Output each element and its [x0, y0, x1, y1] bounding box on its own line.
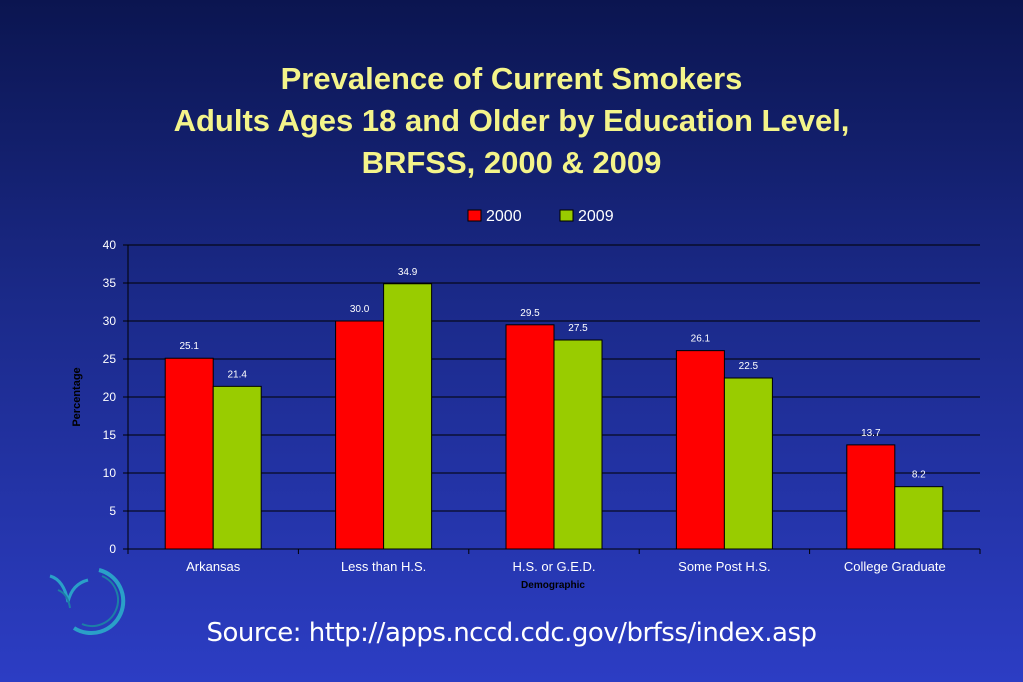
- data-label: 26.1: [691, 334, 711, 345]
- legend-swatch-2000: [467, 209, 482, 222]
- bar-2009-3: [723, 377, 773, 550]
- legend: 2000 2009: [467, 208, 614, 225]
- y-tick-label: 0: [109, 542, 116, 556]
- x-tick-label: Some Post H.S.: [678, 559, 770, 574]
- data-label: 29.5: [520, 308, 540, 319]
- bar-2000-0: [164, 357, 214, 550]
- bar-chart: 25.121.430.034.929.527.526.122.513.78.2 …: [71, 208, 981, 591]
- y-tick-label: 5: [109, 504, 116, 518]
- cdc-brfss-logo-icon: [49, 568, 126, 636]
- data-label: 27.5: [568, 323, 588, 334]
- x-tick-label: Less than H.S.: [341, 559, 426, 574]
- bar-2000-1: [335, 320, 385, 550]
- y-tick-label: 25: [103, 352, 117, 366]
- slide-title: Prevalence of Current Smokers Adults Age…: [0, 58, 1023, 184]
- data-label: 13.7: [861, 428, 881, 439]
- data-label: 25.1: [179, 341, 199, 352]
- bars: [164, 283, 944, 550]
- y-tick-label: 15: [103, 428, 117, 442]
- y-tick-label: 30: [103, 314, 117, 328]
- title-line-1: Prevalence of Current Smokers: [280, 61, 743, 96]
- bar-2009-1: [383, 283, 433, 550]
- data-label: 8.2: [912, 470, 926, 481]
- data-label: 34.9: [398, 267, 418, 278]
- legend-label-2009: 2009: [578, 208, 614, 225]
- y-axis-label: Percentage: [71, 367, 83, 426]
- x-tick-label: H.S. or G.E.D.: [512, 559, 595, 574]
- axes: 0 5 10 15 20 25 30 35 40 Arkansas Less than H.S. H.…: [103, 238, 981, 574]
- y-tick-label: 20: [103, 390, 117, 404]
- data-label: 21.4: [227, 369, 247, 380]
- x-axis-label: Demographic: [521, 580, 585, 591]
- data-labels: 25.1 21.4 30.0 34.9 29.5 27.5 26.1 22.5 13.7 8.2: [179, 267, 926, 481]
- title-line-3: BRFSS, 2000 & 2009: [361, 145, 662, 180]
- legend-swatch-2009: [559, 209, 574, 222]
- bar-2009-2: [553, 339, 603, 550]
- title-line-2: Adults Ages 18 and Older by Education Le…: [173, 103, 850, 138]
- source-citation: Source: http://apps.nccd.cdc.gov/brfss/i…: [206, 618, 817, 648]
- data-label: 22.5: [739, 361, 759, 372]
- bar-2000-2: [505, 324, 555, 550]
- y-tick-label: 40: [103, 238, 117, 252]
- bar-2009-0: [212, 385, 262, 550]
- x-tick-label: Arkansas: [186, 559, 241, 574]
- data-label: 30.0: [350, 304, 370, 315]
- bar-2000-3: [675, 350, 725, 550]
- y-tick-label: 35: [103, 276, 117, 290]
- x-tick-label: College Graduate: [844, 559, 946, 574]
- y-tick-label: 10: [103, 466, 117, 480]
- bar-2000-4: [846, 444, 896, 550]
- bar-2009-4: [894, 486, 944, 550]
- legend-label-2000: 2000: [486, 208, 522, 225]
